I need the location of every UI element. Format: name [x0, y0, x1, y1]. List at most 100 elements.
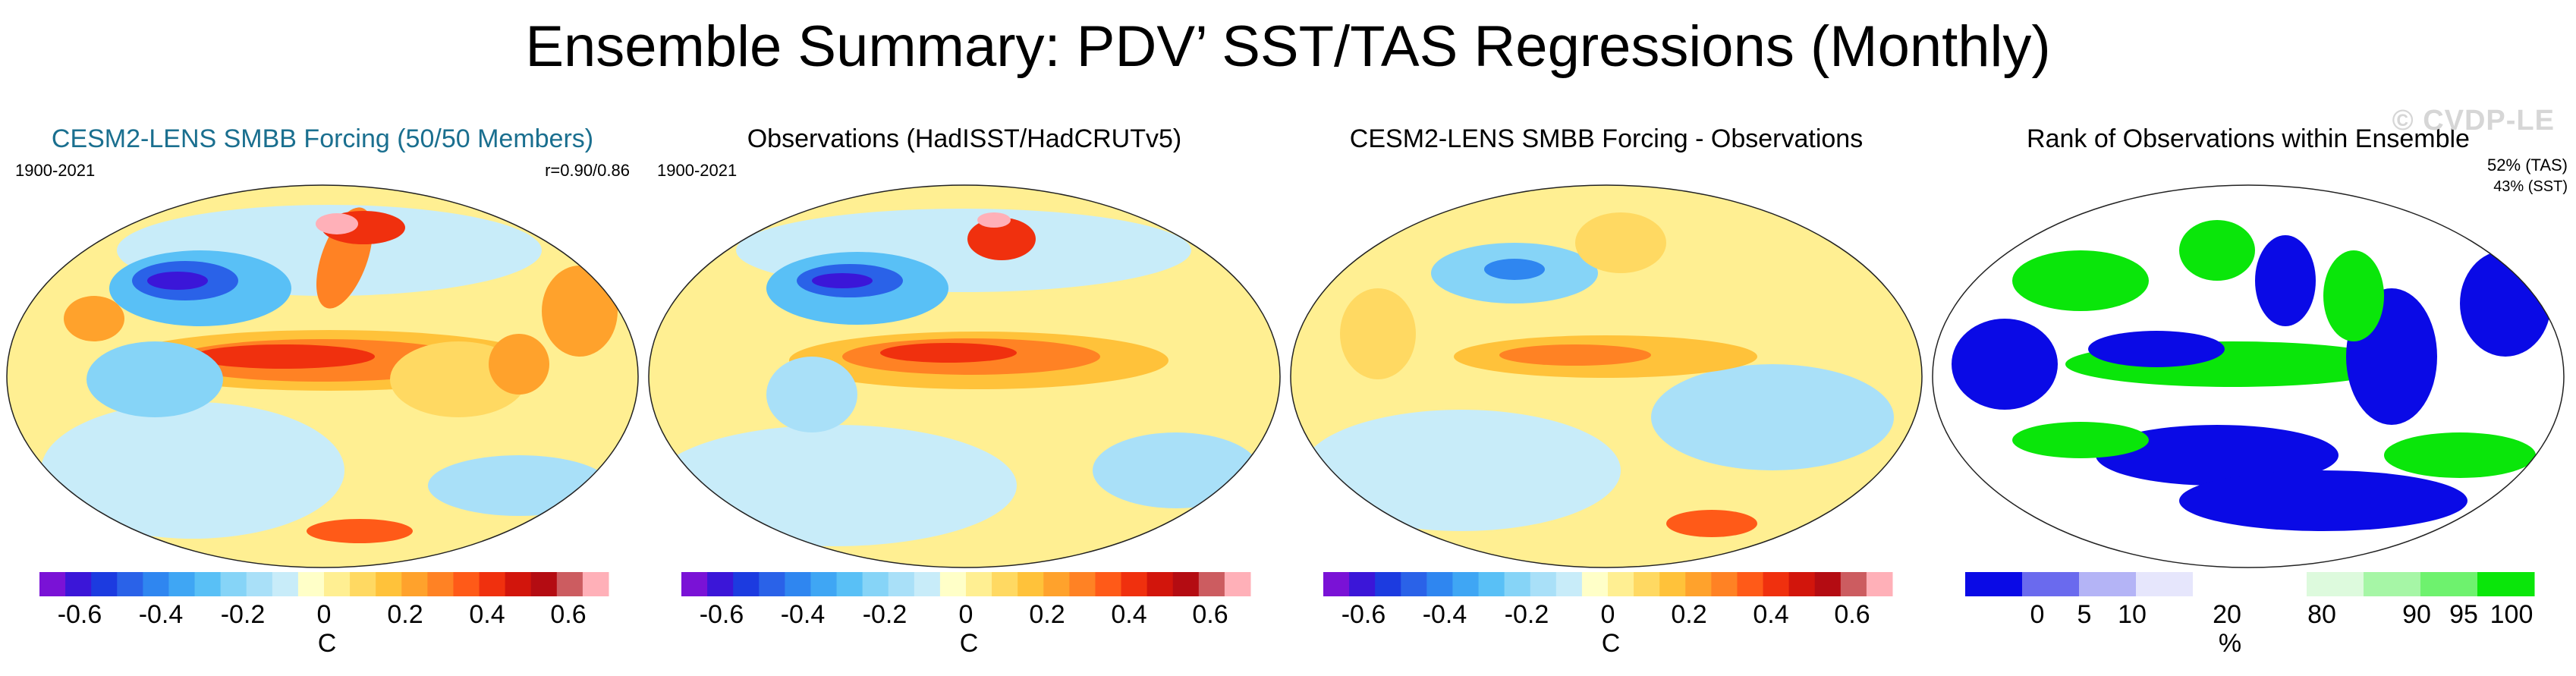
colorbar-swatch	[143, 572, 169, 596]
colorbar-swatch	[836, 572, 863, 596]
colorbar-swatch	[401, 572, 428, 596]
colorbar-swatch	[530, 572, 558, 596]
colorbar-swatch	[2193, 572, 2307, 596]
colorbar-swatch	[1478, 572, 1505, 596]
tick-label: 0.4	[1753, 600, 1789, 629]
colorbar-tick-labels: -0.6 -0.4 -0.2 0 0.2 0.4 0.6	[1323, 599, 1892, 630]
colorbar-swatch	[582, 572, 609, 596]
colorbar-swatch	[1788, 572, 1816, 596]
tick-label: -0.2	[862, 600, 907, 629]
colorbar-swatch	[759, 572, 785, 596]
tick-label: 0.4	[1111, 600, 1147, 629]
colorbar-swatch	[91, 572, 118, 596]
colorbar-swatch	[1043, 572, 1070, 596]
colorbar-swatch	[117, 572, 143, 596]
map-cesm2	[6, 184, 639, 568]
tick-label: -0.6	[1341, 600, 1386, 629]
colorbar-swatch	[2420, 572, 2478, 596]
tick-label: -0.6	[699, 600, 744, 629]
colorbar-swatch	[505, 572, 532, 596]
colorbar-swatch	[966, 572, 992, 596]
tick-label: 0.6	[1834, 600, 1870, 629]
colorbar-swatch	[1659, 572, 1686, 596]
colorbar-swatch	[1581, 572, 1609, 596]
colorbar-swatch	[2136, 572, 2194, 596]
figure-title: Ensemble Summary: PDV’ SST/TAS Regressio…	[525, 14, 2051, 79]
colorbar-swatch	[862, 572, 889, 596]
colorbar-swatch	[1965, 572, 2023, 596]
panel-rank: Rank of Observations within Ensemble 52%…	[1926, 114, 2571, 675]
units-label: C	[959, 629, 979, 658]
panel-title: Rank of Observations within Ensemble	[2027, 124, 2470, 153]
colorbar-swatch	[1840, 572, 1867, 596]
colorbar-swatch	[1504, 572, 1531, 596]
panel-cesm2: CESM2-LENS SMBB Forcing (50/50 Members) …	[0, 114, 645, 675]
map-rank	[1932, 184, 2565, 568]
colorbar-swatch	[888, 572, 915, 596]
colorbar-swatch	[1146, 572, 1174, 596]
colorbar-c	[1323, 572, 1893, 596]
units-label: C	[1601, 629, 1621, 658]
colorbar-swatch	[1711, 572, 1738, 596]
colorbar-swatch	[2079, 572, 2137, 596]
colorbar-swatch	[220, 572, 247, 596]
tick-label: 100	[2490, 600, 2534, 629]
rank-percentages: 52% (TAS) 43% (SST)	[2487, 155, 2568, 197]
watermark: © CVDP-LE	[2392, 105, 2555, 137]
colorbar-swatch	[350, 572, 376, 596]
tick-label: 0.6	[550, 600, 587, 629]
colorbar-swatch	[479, 572, 506, 596]
colorbar-swatch	[1426, 572, 1453, 596]
colorbar-swatch	[1452, 572, 1480, 596]
tick-label: 0.2	[1671, 600, 1707, 629]
colorbar-swatch	[194, 572, 222, 596]
colorbar-swatch	[1634, 572, 1660, 596]
tick-label: -0.2	[1504, 600, 1549, 629]
colorbar-swatch	[1530, 572, 1557, 596]
colorbar-swatch	[1018, 572, 1044, 596]
colorbar-tick-labels: -0.6 -0.4 -0.2 0 0.2 0.4 0.6	[39, 599, 609, 630]
map-difference	[1290, 184, 1923, 568]
panel-title: CESM2-LENS SMBB Forcing - Observations	[1349, 124, 1864, 153]
tick-label: 10	[2118, 600, 2147, 629]
colorbar-swatch	[707, 572, 734, 596]
colorbar-swatch	[1121, 572, 1148, 596]
colorbar-swatch	[324, 572, 351, 596]
colorbar-swatch	[1069, 572, 1096, 596]
colorbar-swatch	[1349, 572, 1376, 596]
colorbar-swatch	[297, 572, 325, 596]
colorbar-swatch	[556, 572, 583, 596]
colorbar-swatch	[733, 572, 760, 596]
colorbar-swatch	[914, 572, 941, 596]
colorbar-swatch	[2364, 572, 2421, 596]
colorbar-swatch	[1737, 572, 1764, 596]
colorbar-swatch	[1095, 572, 1122, 596]
map-observations	[648, 184, 1281, 568]
colorbar-swatch	[1401, 572, 1427, 596]
units-label: %	[2218, 629, 2242, 658]
tas-rank: 52% (TAS)	[2487, 156, 2568, 175]
tick-label: 0.6	[1192, 600, 1228, 629]
period-label: 1900-2021	[657, 161, 738, 180]
colorbar-swatch	[1608, 572, 1634, 596]
tick-label: 20	[2213, 600, 2241, 629]
panel-title: Observations (HadISST/HadCRUTv5)	[747, 124, 1182, 153]
colorbar-swatch	[939, 572, 967, 596]
tick-label: 0	[2030, 600, 2045, 629]
tick-label: 0.2	[387, 600, 423, 629]
colorbar-swatch	[810, 572, 838, 596]
colorbar-swatch	[785, 572, 811, 596]
panel-title: CESM2-LENS SMBB Forcing (50/50 Members)	[51, 124, 594, 153]
colorbar-swatch	[1375, 572, 1401, 596]
colorbar-swatch	[992, 572, 1018, 596]
colorbar-swatch	[2307, 572, 2364, 596]
colorbar-swatch	[1224, 572, 1251, 596]
sst-rank: 43% (SST)	[2493, 178, 2568, 195]
tick-label: 0	[958, 600, 973, 629]
colorbar-swatch	[1323, 572, 1350, 596]
colorbar-swatch	[272, 572, 299, 596]
colorbar-swatch	[2022, 572, 2080, 596]
colorbar-swatch	[168, 572, 196, 596]
tick-label: -0.2	[220, 600, 266, 629]
colorbar-c	[681, 572, 1251, 596]
